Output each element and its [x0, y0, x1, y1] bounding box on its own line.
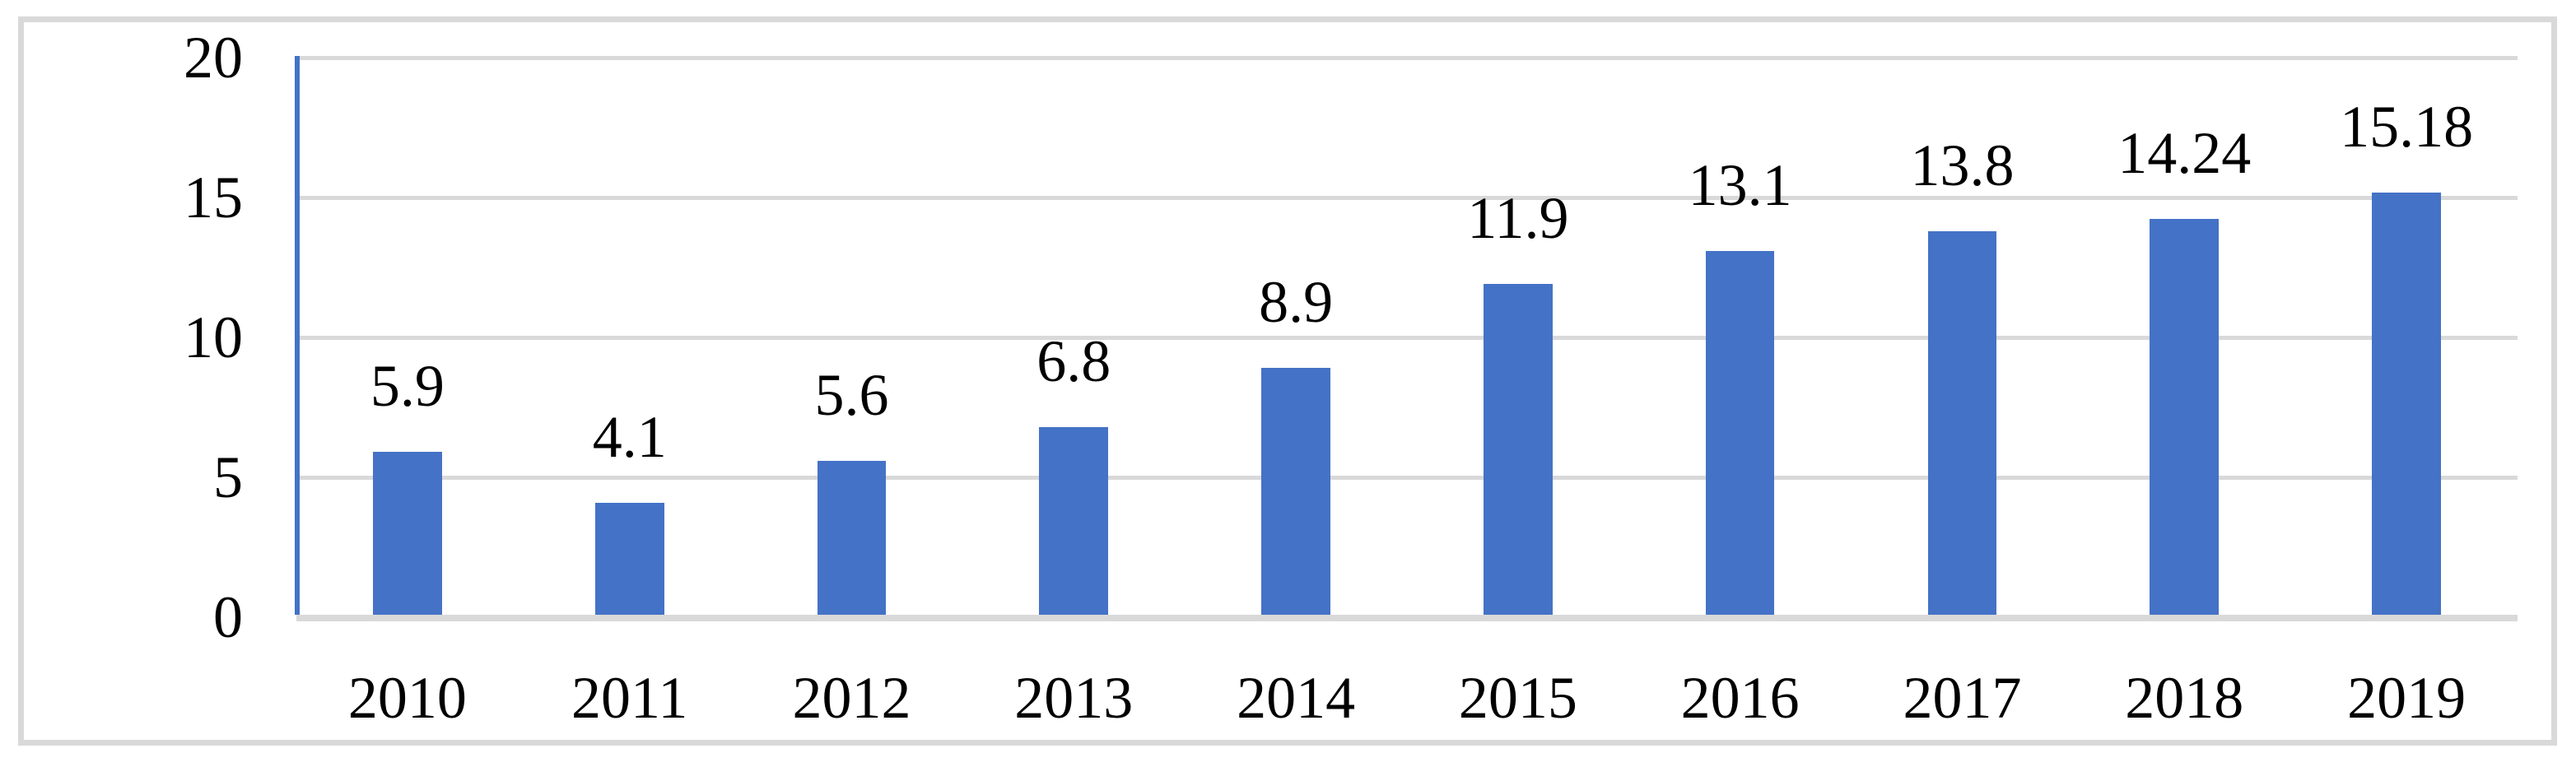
y-axis-labels: 0 5 10 15 20 — [0, 28, 243, 647]
x-axis-tick-label: 2011 — [571, 665, 688, 731]
x-axis-tick-label: 2014 — [1237, 665, 1356, 731]
bar-slot: 5.6 — [741, 58, 963, 617]
bar-2015: 11.9 — [1467, 188, 1569, 617]
y-axis-line — [295, 56, 300, 615]
gridlines-layer — [296, 56, 2518, 621]
gridline-20 — [296, 56, 2518, 60]
y-axis-tick-label: 15 — [184, 165, 243, 230]
gridline-5 — [296, 476, 2518, 480]
x-axis-tick-label: 2019 — [2347, 665, 2467, 731]
x-axis-tick-label: 2015 — [1458, 665, 1577, 731]
gridline-10 — [296, 336, 2518, 340]
bar-value-label: 4.1 — [592, 403, 667, 470]
bar-slot: 5.9 — [296, 58, 519, 617]
bar-2013: 6.8 — [1036, 332, 1111, 617]
bars-row: 5.9 4.1 5.6 6.8 8.9 11.9 13.1 13.8 14.24 15.18 — [296, 58, 2518, 617]
x-axis-labels: 2010 2011 2012 2013 2014 2015 2016 2017 2018 2019 — [296, 668, 2518, 727]
bar-value-label: 5.6 — [814, 361, 889, 428]
x-axis-tick-label: 2018 — [2125, 665, 2244, 731]
y-axis-tick-label: 10 — [184, 304, 243, 370]
bar-slot: 8.9 — [1185, 58, 1407, 617]
x-axis-tick-label: 2010 — [347, 665, 467, 731]
bar-2010: 5.9 — [370, 356, 445, 617]
x-axis-tick-label: 2017 — [1903, 665, 2022, 731]
bar-value-label: 13.1 — [1688, 151, 1792, 218]
bar-slot: 11.9 — [1407, 58, 1629, 617]
y-axis-tick-label: 0 — [213, 584, 243, 650]
bar-2014: 8.9 — [1259, 272, 1333, 617]
bar-slot: 13.1 — [1629, 58, 1852, 617]
bar-value-label: 15.18 — [2340, 93, 2474, 160]
bar-2017: 13.8 — [1910, 136, 2014, 617]
bar-value-label: 13.8 — [1910, 132, 2015, 198]
gridline-15 — [296, 196, 2518, 200]
bar-slot: 4.1 — [519, 58, 741, 617]
bar-value-label: 6.8 — [1036, 328, 1111, 394]
bar-value-label: 14.24 — [2117, 119, 2252, 186]
x-axis-tick-label: 2012 — [792, 665, 911, 731]
bar-slot: 14.24 — [2073, 58, 2295, 617]
y-axis-tick-label: 20 — [184, 25, 243, 91]
bar-2012: 5.6 — [814, 365, 888, 617]
x-axis-tick-label: 2013 — [1014, 665, 1134, 731]
bar-value-label: 11.9 — [1467, 185, 1569, 252]
bar-slot: 13.8 — [1852, 58, 2074, 617]
bar-2019: 15.18 — [2340, 97, 2473, 617]
x-axis-baseline — [296, 615, 2518, 621]
y-axis-tick-label: 5 — [213, 444, 243, 510]
x-axis-tick-label: 2016 — [1680, 665, 1800, 731]
bar-2011: 4.1 — [593, 407, 667, 617]
bar-slot: 15.18 — [2295, 58, 2518, 617]
bar-value-label: 8.9 — [1259, 269, 1334, 336]
bar-2016: 13.1 — [1689, 156, 1792, 617]
bar-2018: 14.24 — [2117, 123, 2251, 617]
plot-area: 5.9 4.1 5.6 6.8 8.9 11.9 13.1 13.8 14.24 15.18 — [295, 56, 2518, 621]
bar-value-label: 5.9 — [370, 353, 445, 420]
bar-slot: 6.8 — [962, 58, 1185, 617]
